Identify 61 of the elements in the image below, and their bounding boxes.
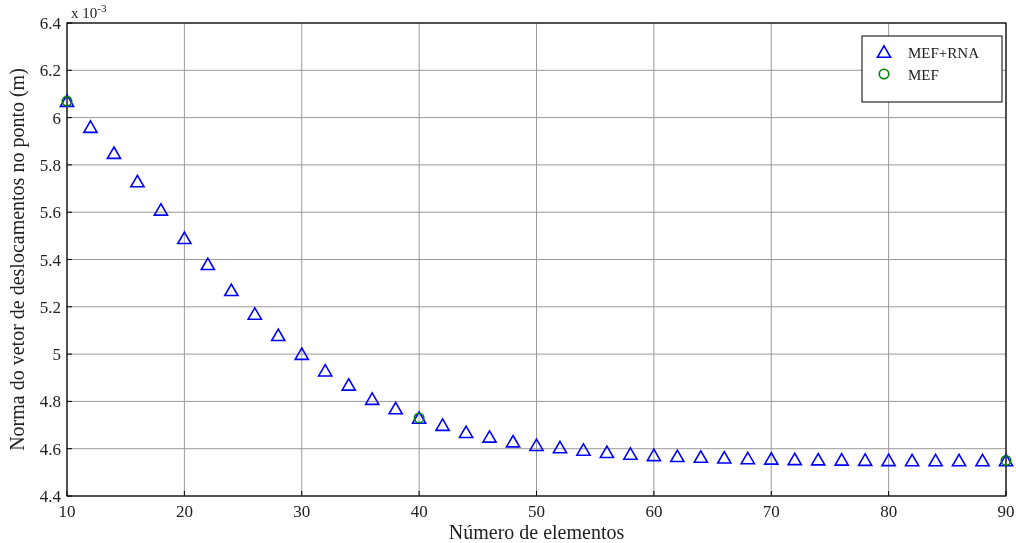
point [576, 442, 591, 456]
point [716, 450, 732, 464]
point [552, 440, 568, 454]
x-tick-label: 50 [528, 502, 545, 521]
y-tick-label: 5.4 [39, 250, 62, 270]
point [787, 452, 803, 466]
point [646, 448, 662, 462]
point [599, 445, 615, 459]
y-tick-label: 5.8 [39, 155, 61, 175]
y-tick-label: 5.2 [39, 297, 61, 317]
point [153, 202, 169, 216]
legend-label: MEF+RNA [908, 45, 980, 61]
x-tick-label: 80 [880, 502, 898, 521]
point [857, 453, 873, 467]
point [693, 450, 709, 464]
point [834, 452, 850, 466]
point [975, 453, 990, 467]
point [83, 120, 98, 134]
point [763, 451, 779, 465]
y-tick-label: 6 [52, 108, 61, 128]
point [200, 257, 216, 271]
point [130, 174, 145, 188]
point [177, 231, 192, 245]
x-tick-label: 60 [645, 502, 663, 521]
point [388, 401, 404, 415]
point [341, 377, 357, 391]
y-tick-label: 5.6 [39, 203, 61, 223]
point [810, 452, 826, 466]
point [270, 328, 286, 342]
point [435, 418, 450, 432]
x-tick-label: 70 [762, 502, 780, 521]
point [106, 146, 122, 160]
point [928, 453, 943, 467]
point [623, 447, 638, 460]
legend-label: MEF [908, 67, 939, 83]
point [740, 451, 756, 465]
point [904, 453, 920, 467]
point [294, 347, 310, 361]
y-tick-label: 5 [52, 345, 61, 365]
point [317, 363, 333, 377]
y-tick-label: 6.4 [39, 14, 62, 33]
point [529, 438, 544, 452]
y-tick-label: 4.8 [39, 392, 61, 412]
x-tick-label: 90 [997, 502, 1015, 521]
x-tick-label: 30 [293, 502, 311, 521]
point [458, 425, 474, 439]
point [247, 307, 263, 320]
point [482, 429, 497, 443]
x-tick-label: 20 [175, 502, 193, 521]
point [223, 283, 239, 297]
point [881, 453, 897, 467]
x-axis-title: Número de elementos [448, 521, 625, 543]
y-tick-label: 6.2 [39, 61, 61, 81]
point [364, 392, 380, 406]
x-tick-label: 40 [410, 502, 428, 521]
y-axis-title: Norma do vetor de deslocamentos no ponto (m) [6, 68, 29, 451]
point [505, 434, 521, 448]
point [669, 449, 685, 463]
text: x 10$^{-3}$ [71, 2, 107, 21]
point [951, 453, 967, 467]
y-tick-label: 4.6 [39, 439, 61, 459]
